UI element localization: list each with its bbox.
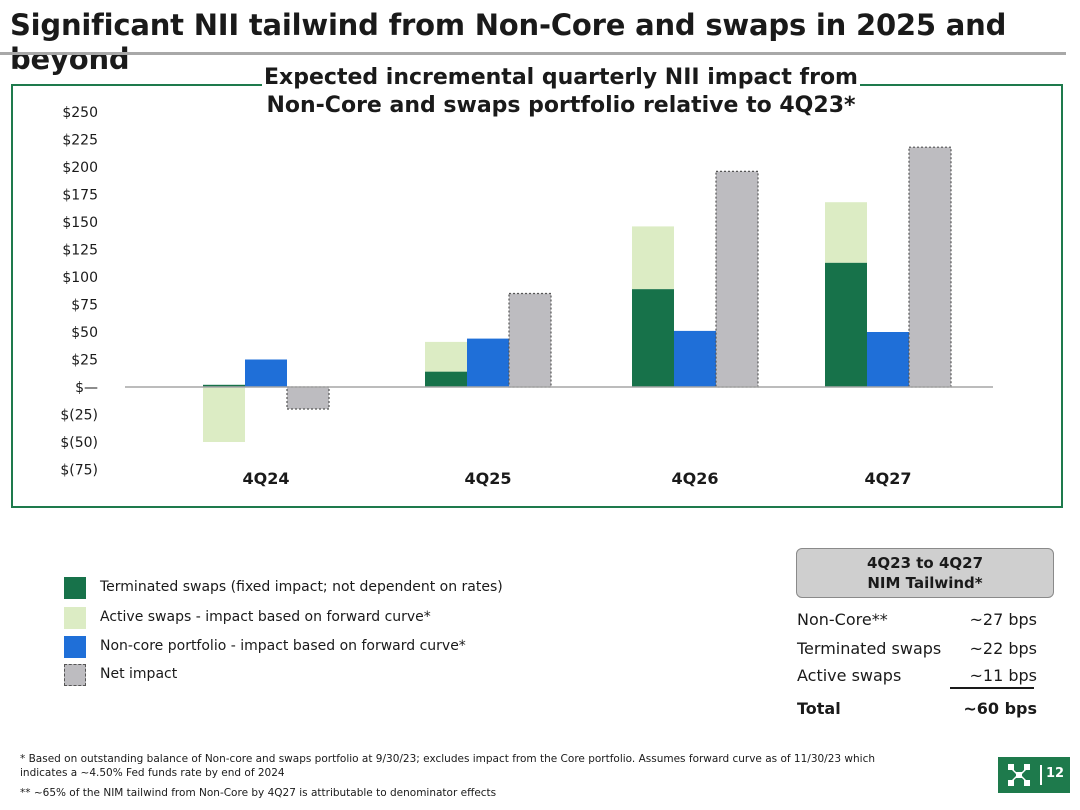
x-tick-label: 4Q27 (865, 469, 912, 488)
bar-net-impact-4Q25 (508, 292, 552, 388)
nim-row-active-swaps: Active swaps ~11 bps (797, 666, 1037, 690)
brand-footer: 12 (998, 757, 1070, 793)
x-tick-label: 4Q25 (465, 469, 512, 488)
footnote-2: ** ~65% of the NIM tailwind from Non-Cor… (20, 787, 497, 799)
bar-net-impact-4Q27 (908, 146, 952, 388)
nim-tailwind-header: 4Q23 to 4Q27 NIM Tailwind* (796, 548, 1054, 598)
nim-row-value: ~22 bps (969, 639, 1038, 658)
nim-row-label: Active swaps (797, 666, 902, 685)
x-tick-label: 4Q26 (672, 469, 719, 488)
chart-title-line-2: Non-Core and swaps portfolio relative to… (266, 93, 856, 118)
legend-label: Non-core portfolio - impact based on for… (100, 638, 466, 654)
bar-active-swaps-4Q24 (203, 387, 245, 442)
page-number: 12 (1046, 766, 1065, 781)
y-tick-label: $50 (71, 325, 98, 341)
bar-non-core-4Q27 (867, 332, 909, 387)
bar-terminated-swaps-4Q26 (632, 289, 674, 387)
bar-terminated-swaps-4Q27 (825, 262, 867, 387)
bar-non-core-4Q25 (467, 338, 509, 387)
bar-net-impact-4Q24 (286, 386, 330, 410)
nim-header-line-2: NIM Tailwind* (867, 574, 983, 592)
y-tick-label: $(50) (60, 435, 98, 451)
bar-active-swaps-4Q26 (632, 226, 674, 290)
bar-active-swaps-4Q25 (425, 341, 467, 372)
y-tick-label: $150 (62, 215, 98, 231)
legend-swatch-noncore (64, 636, 86, 658)
x-tick-label: 4Q24 (243, 469, 290, 488)
nim-row-non-core: Non-Core** ~27 bps (797, 610, 1037, 634)
legend-swatch-net (64, 664, 86, 686)
nim-row-value: ~11 bps (969, 666, 1038, 685)
chart-title: Expected incremental quarterly NII impac… (262, 64, 860, 120)
legend-label: Terminated swaps (fixed impact; not depe… (100, 579, 503, 595)
bar-non-core-4Q26 (674, 330, 716, 387)
bar-non-core-4Q24 (245, 359, 287, 387)
bar-active-swaps-4Q27 (825, 202, 867, 263)
legend-swatch-terminated (64, 577, 86, 599)
nim-total-rule (950, 687, 1034, 689)
y-tick-label: $75 (71, 298, 98, 314)
brand-logo-icon (1008, 764, 1030, 786)
bar-terminated-swaps-4Q24 (203, 384, 245, 387)
nim-total-label: Total (797, 699, 841, 718)
footnote-1: * Based on outstanding balance of Non-co… (20, 753, 876, 779)
y-tick-label: $25 (71, 353, 98, 369)
y-tick-label: $— (75, 380, 98, 396)
nim-row-value: ~27 bps (969, 610, 1038, 629)
page-title: Significant NII tailwind from Non-Core a… (10, 8, 1007, 76)
legend-label: Active swaps - impact based on forward c… (100, 609, 431, 625)
nim-total-value: ~60 bps (963, 699, 1037, 718)
legend-item-active-swaps: Active swaps - impact based on forward c… (64, 607, 524, 629)
y-tick-label: $(25) (60, 408, 98, 424)
nim-header-line-1: 4Q23 to 4Q27 (866, 554, 984, 572)
y-tick-label: $(75) (60, 463, 98, 479)
y-tick-label: $200 (62, 160, 98, 176)
nim-row-label: Terminated swaps (797, 639, 942, 658)
legend-item-non-core: Non-core portfolio - impact based on for… (64, 636, 524, 658)
bar-terminated-swaps-4Q25 (425, 371, 467, 387)
legend-swatch-active (64, 607, 86, 629)
brand-separator (1040, 765, 1042, 785)
nim-row-label: Non-Core** (797, 610, 888, 629)
title-divider (0, 52, 1066, 55)
legend-item-net-impact: Net impact (64, 664, 524, 686)
legend-item-terminated-swaps: Terminated swaps (fixed impact; not depe… (64, 577, 524, 599)
y-tick-label: $100 (62, 270, 98, 286)
nim-row-terminated-swaps: Terminated swaps ~22 bps (797, 639, 1037, 663)
y-tick-label: $175 (62, 188, 98, 204)
nim-row-total: Total ~60 bps (797, 699, 1037, 723)
legend-label: Net impact (100, 666, 178, 682)
nii-impact-chart: $250 $225 $200 $175 $150 $125 $100 $75 $50 $25 $— $… (60, 105, 993, 488)
y-tick-label: $225 (62, 133, 98, 149)
y-tick-label: $125 (62, 243, 98, 259)
bar-net-impact-4Q26 (715, 170, 759, 388)
y-tick-label: $250 (62, 105, 98, 121)
chart-title-line-1: Expected incremental quarterly NII impac… (264, 65, 858, 90)
